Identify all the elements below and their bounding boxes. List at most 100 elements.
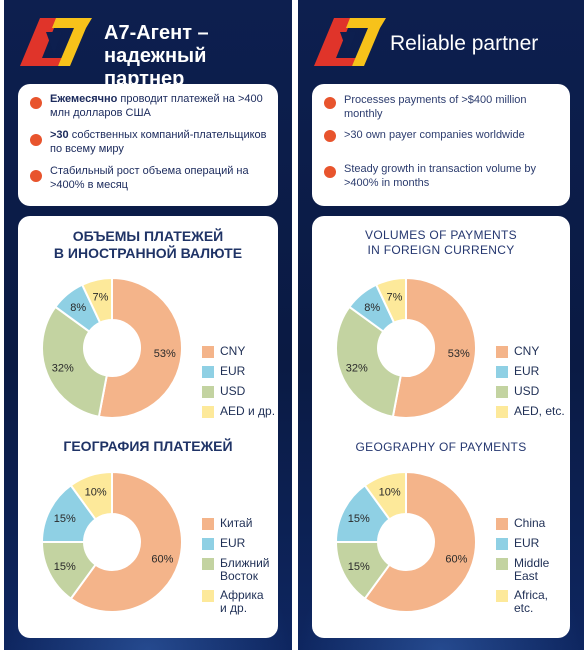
info-card: Processes payments of >$400 million mont… — [312, 84, 570, 206]
slice-aed-etc — [374, 276, 407, 324]
bullet-dot-icon — [30, 170, 42, 182]
legend-label: CNY — [514, 344, 540, 358]
header: А7-Агент – надежный партнер — [4, 0, 292, 90]
geography-donut-chart: 60% 15% 15% 10% — [334, 470, 477, 613]
chart-title-line: В ИНОСТРАННОЙ ВАЛЮТЕ — [53, 245, 243, 261]
page-title: Reliable partner — [390, 32, 580, 56]
bullet-text: Ежемесячно проводит платежей на >400 млн… — [50, 92, 272, 120]
bullet-rest: проводит платежей на >400 млн долларов С… — [50, 93, 263, 119]
legend-swatch — [202, 406, 214, 418]
legend-item: EUR — [202, 364, 292, 380]
slice-value-label: 32% — [52, 363, 74, 375]
chart-title-line: IN FOREIGN CURRENCY — [367, 243, 515, 257]
legend-swatch — [496, 590, 508, 602]
legend-item: AED, etc. — [496, 404, 584, 420]
legend-item: CNY — [202, 345, 292, 360]
a7-logo-icon — [314, 18, 386, 66]
slice-value-label: 10% — [379, 487, 401, 499]
legend-item: USD — [202, 384, 292, 400]
slice-китай — [69, 470, 183, 613]
bullet-text: Steady growth in transaction volume by >… — [344, 162, 564, 190]
legend-swatch — [496, 406, 508, 418]
panel-russian: А7-Агент – надежный партнер Ежемесячно п… — [4, 0, 292, 650]
legend-label: Africa, etc. — [514, 588, 549, 615]
legend-swatch — [202, 590, 214, 602]
slice-value-label: 32% — [346, 363, 368, 375]
legend-swatch — [202, 386, 214, 398]
legend-label: EUR — [220, 364, 246, 378]
slice-value-label: 53% — [154, 348, 176, 360]
legend-item: USD — [496, 384, 584, 400]
legend-label: USD — [220, 384, 246, 398]
bullet-rest: Processes payments of >$400 million mont… — [344, 94, 527, 120]
title-line: А7-Агент – — [104, 22, 209, 44]
slice-value-label: 15% — [54, 513, 76, 525]
legend-swatch — [202, 346, 214, 358]
chart-title: ОБЪЕМЫ ПЛАТЕЖЕЙ В ИНОСТРАННОЙ ВАЛЮТЕ — [18, 228, 278, 262]
legend-label: EUR — [220, 536, 246, 550]
chart-title: GEOGRAPHY OF PAYMENTS — [312, 440, 570, 455]
slice-value-label: 53% — [448, 348, 470, 360]
slice-aed-и-др — [80, 276, 113, 324]
legend-item: Middle East — [496, 557, 584, 583]
legend-item: CNY — [496, 344, 584, 360]
legend-item: Китай — [202, 516, 292, 532]
legend-swatch — [202, 558, 214, 570]
header: Reliable partner — [298, 0, 584, 80]
chart-legend: CNY EUR USD AED, etc. — [496, 345, 576, 426]
bullet-dot-icon — [324, 166, 336, 178]
page-title: А7-Агент – надежный партнер — [104, 22, 284, 91]
slice-africa-etc — [363, 470, 407, 521]
slice-value-label: 10% — [85, 487, 107, 499]
chart-title: VOLUMES OF PAYMENTS IN FOREIGN CURRENCY — [312, 228, 570, 258]
legend-item: AED и др. — [202, 404, 292, 420]
legend-label: Ближний Восток — [220, 556, 270, 583]
chart-legend: Китай EUR Ближний Восток Африка и др. — [202, 517, 282, 628]
legend-swatch — [202, 518, 214, 530]
charts-card: ОБЪЕМЫ ПЛАТЕЖЕЙ В ИНОСТРАННОЙ ВАЛЮТЕ 53%… — [18, 216, 278, 638]
bullet-text: >30 собственных компаний-плательщиков по… — [50, 128, 272, 156]
slice-usd — [41, 305, 108, 418]
legend-swatch — [496, 558, 508, 570]
legend-item: Africa, etc. — [496, 589, 584, 615]
chart-legend: China EUR Middle East Africa, etc. — [496, 517, 576, 628]
panel-english: Reliable partner Processes payments of >… — [298, 0, 584, 650]
chart-title: ГЕОГРАФИЯ ПЛАТЕЖЕЙ — [18, 438, 278, 455]
legend-swatch — [496, 366, 508, 378]
legend-item: Ближний Восток — [202, 557, 292, 583]
bullet-rest: Steady growth in transaction volume by >… — [344, 163, 536, 189]
legend-label: Китай — [220, 516, 253, 530]
currency-donut-chart: 53% 32% 8% 7% — [335, 276, 477, 419]
slice-cny — [97, 276, 183, 419]
legend-label: USD — [514, 384, 540, 398]
bullet-rest: >30 own payer companies worldwide — [344, 129, 525, 141]
legend-swatch — [496, 518, 508, 530]
slice-value-label: 15% — [348, 561, 370, 573]
slice-value-label: 8% — [70, 302, 86, 314]
legend-item: EUR — [496, 537, 584, 552]
chart-title-line: ОБЪЕМЫ ПЛАТЕЖЕЙ — [72, 228, 224, 244]
title-line: Reliable partner — [390, 32, 539, 55]
geography-donut-chart: 60% 15% 15% 10% — [40, 470, 183, 613]
legend-label: AED, etc. — [514, 404, 565, 418]
slice-value-label: 7% — [92, 291, 108, 303]
slice-value-label: 60% — [445, 553, 467, 565]
legend-label: EUR — [514, 364, 540, 378]
legend-swatch — [202, 366, 214, 378]
currency-donut-chart: 53% 32% 8% 7% — [41, 276, 183, 419]
legend-label: AED и др. — [220, 404, 276, 418]
legend-label: Африка и др. — [220, 588, 264, 615]
legend-item: China — [496, 516, 584, 532]
a7-logo-icon — [20, 18, 92, 66]
chart-legend: CNY EUR USD AED и др. — [202, 345, 282, 426]
bullet-rest: Стабильный рост объема операций на >400%… — [50, 165, 249, 191]
slice-африка-и-др — [69, 470, 113, 521]
slice-china — [363, 470, 477, 613]
slice-usd — [335, 305, 402, 418]
legend-swatch — [496, 386, 508, 398]
slice-value-label: 7% — [386, 291, 402, 303]
slice-value-label: 15% — [54, 561, 76, 573]
legend-swatch — [202, 538, 214, 550]
charts-card: VOLUMES OF PAYMENTS IN FOREIGN CURRENCY … — [312, 216, 570, 638]
legend-label: China — [514, 516, 546, 530]
